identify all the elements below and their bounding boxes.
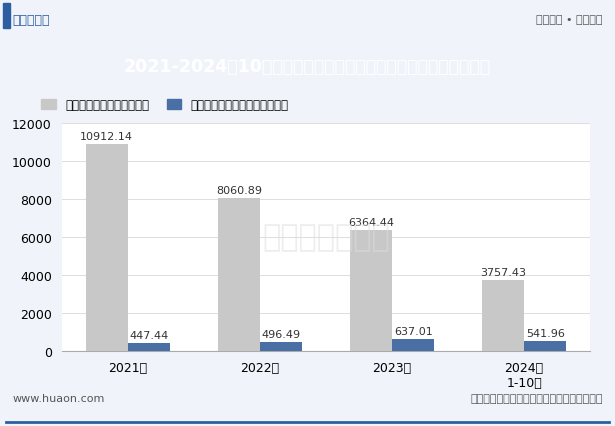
Text: 华经产业研究院: 华经产业研究院 bbox=[262, 223, 390, 252]
Text: 2021-2024年10月四川省房地产商品住宅及商品住宅现房销售面积: 2021-2024年10月四川省房地产商品住宅及商品住宅现房销售面积 bbox=[124, 58, 491, 76]
Legend: 商品住宅销售面积（万㎡）, 商品住宅现房销售面积（万㎡）: 商品住宅销售面积（万㎡）, 商品住宅现房销售面积（万㎡） bbox=[37, 94, 293, 117]
Bar bbox=[524, 341, 566, 351]
Text: 496.49: 496.49 bbox=[261, 329, 301, 339]
Text: 541.96: 541.96 bbox=[526, 328, 565, 338]
Text: 专业严谨 • 客观科学: 专业严谨 • 客观科学 bbox=[536, 15, 603, 25]
Bar bbox=[128, 343, 170, 351]
Bar bbox=[350, 230, 392, 351]
Text: www.huaon.com: www.huaon.com bbox=[12, 393, 105, 403]
Bar bbox=[482, 280, 524, 351]
Bar bbox=[85, 144, 128, 351]
Bar bbox=[218, 199, 260, 351]
Text: 8060.89: 8060.89 bbox=[216, 186, 262, 196]
Text: 637.01: 637.01 bbox=[394, 326, 432, 337]
Text: 数据来源：国家统计局，华经产业研究院整理: 数据来源：国家统计局，华经产业研究院整理 bbox=[470, 393, 603, 403]
Bar bbox=[392, 340, 434, 351]
Text: 10912.14: 10912.14 bbox=[80, 131, 133, 141]
Text: 3757.43: 3757.43 bbox=[480, 267, 526, 277]
Bar bbox=[3, 4, 10, 29]
Text: 华经情报网: 华经情报网 bbox=[12, 14, 50, 26]
Bar bbox=[260, 342, 302, 351]
Text: 6364.44: 6364.44 bbox=[348, 218, 394, 228]
Text: 447.44: 447.44 bbox=[129, 330, 169, 340]
